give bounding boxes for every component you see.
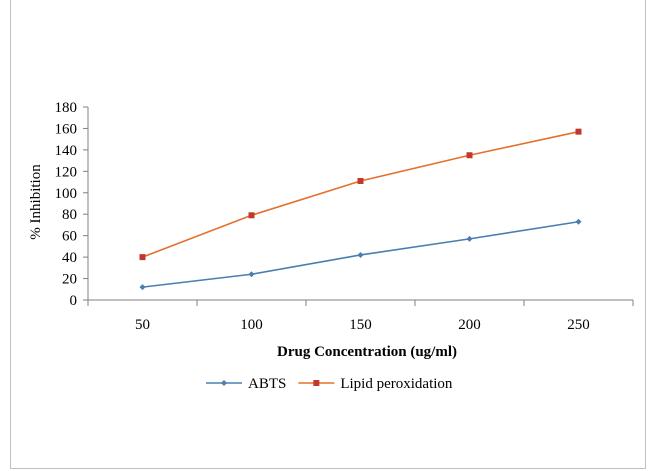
y-axis-title: % Inhibition	[28, 164, 44, 240]
y-tick-label: 60	[62, 229, 77, 245]
series-lipid-peroxidation	[139, 128, 582, 261]
data-point-lipid-peroxidation	[575, 128, 582, 135]
y-tick-label: 120	[55, 164, 78, 180]
y-tick-label: 180	[55, 100, 78, 116]
y-tick-label: 140	[55, 143, 78, 159]
y-tick-label: 0	[70, 293, 78, 309]
series-line-lipid-peroxidation	[142, 130, 579, 258]
y-tick-label: 160	[55, 121, 78, 137]
data-point-lipid-peroxidation	[357, 177, 364, 184]
chart-frame	[10, 0, 646, 469]
y-tick-label: 40	[62, 250, 77, 266]
legend-item-lipid-peroxidation: Lipid peroxidation	[298, 376, 453, 392]
legend-item-abts: ABTS	[206, 376, 286, 392]
data-point-abts	[248, 271, 255, 278]
x-axis-title: Drug Concentration (ug/ml)	[277, 344, 457, 360]
x-tick-label: 150	[349, 317, 372, 333]
data-point-abts	[139, 284, 146, 291]
x-tick-label: 250	[567, 317, 590, 333]
data-point-abts	[466, 235, 473, 242]
data-point-abts	[357, 251, 364, 258]
x-tick-label: 200	[458, 317, 481, 333]
legend-label: ABTS	[248, 376, 286, 392]
series-layer	[139, 128, 582, 291]
legend-swatch-marker	[221, 380, 227, 386]
y-tick-label: 20	[62, 272, 77, 288]
axes: 0 20 40 60 80 100 120 140 160 180 50 100 150 200 250	[55, 100, 634, 333]
y-tick-label: 80	[62, 207, 77, 223]
x-tick-label: 100	[240, 317, 263, 333]
data-point-abts	[575, 218, 582, 225]
legend-label: Lipid peroxidation	[340, 376, 453, 392]
data-point-lipid-peroxidation	[139, 254, 146, 261]
legend: ABTS Lipid peroxidation	[206, 376, 453, 392]
data-point-lipid-peroxidation	[466, 152, 473, 159]
legend-swatch-marker	[313, 380, 320, 386]
x-tick-label: 50	[135, 317, 150, 333]
data-point-lipid-peroxidation	[248, 212, 255, 219]
y-tick-label: 100	[55, 186, 78, 202]
series-abts	[139, 218, 582, 291]
